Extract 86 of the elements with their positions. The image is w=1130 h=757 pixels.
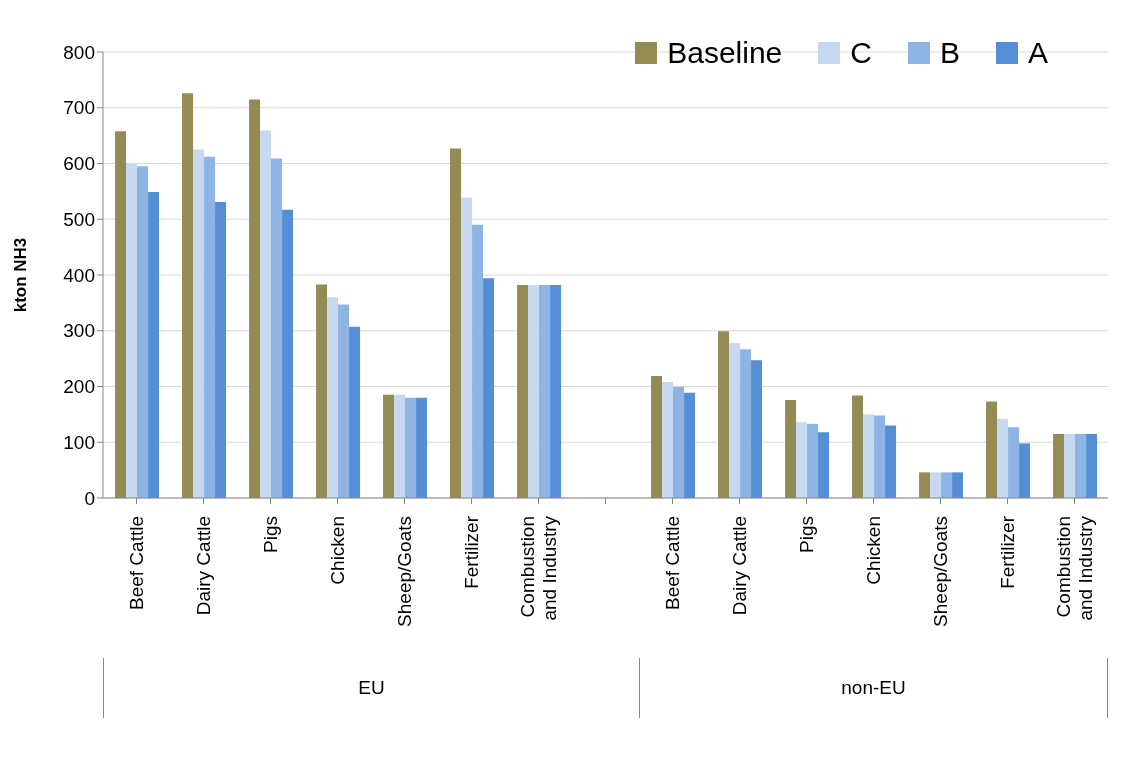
bar (126, 163, 138, 498)
bar (450, 148, 462, 498)
x-tick-label: Combustion and Industry (516, 515, 560, 621)
bar (785, 399, 797, 498)
x-tick-label: Fertilizer (460, 515, 482, 589)
x-tick-label: Beef Cattle (661, 516, 683, 610)
bar (1053, 433, 1065, 498)
bar (215, 201, 227, 498)
bar (349, 326, 361, 498)
bar (193, 149, 205, 498)
bar (662, 382, 674, 498)
bar (885, 425, 897, 498)
x-tick-label: Combustion and Industry (1052, 515, 1096, 621)
x-tick-label: Pigs (795, 516, 817, 553)
x-tick-label: Beef Cattle (125, 516, 147, 610)
bar (517, 285, 529, 498)
bar (282, 209, 294, 498)
y-tick-label: 500 (63, 208, 95, 230)
bar (405, 397, 417, 498)
y-tick-label: 600 (63, 153, 95, 175)
bar (1019, 443, 1031, 498)
bar (986, 401, 998, 498)
bar (651, 375, 663, 498)
bar (550, 285, 562, 498)
bar (1008, 427, 1020, 498)
bar (807, 423, 819, 498)
y-tick-label: 0 (84, 487, 95, 509)
legend-label: A (1027, 36, 1048, 70)
bar (852, 395, 864, 498)
y-tick-label: 200 (63, 376, 95, 398)
bar (718, 331, 730, 498)
bar (115, 131, 127, 498)
bar (673, 387, 685, 498)
bar (684, 392, 696, 498)
y-tick-label: 400 (63, 264, 95, 286)
bar (461, 197, 473, 498)
legend-label: Baseline (667, 36, 783, 70)
bar (394, 394, 406, 498)
x-tick-label: Dairy Cattle (192, 516, 214, 616)
bar (204, 156, 216, 498)
bar (751, 360, 763, 498)
bar (137, 166, 149, 498)
x-tick-label: Sheep/Goats (393, 516, 415, 627)
x-tick-label: Dairy Cattle (728, 516, 750, 616)
bar (539, 285, 551, 498)
y-tick-label: 300 (63, 320, 95, 342)
x-tick-label: Chicken (326, 516, 348, 585)
bar (796, 422, 808, 498)
bar (930, 472, 942, 498)
bar (260, 130, 272, 498)
x-tick-label: Sheep/Goats (929, 516, 951, 627)
bar (729, 343, 741, 498)
x-tick-label: Pigs (259, 516, 281, 553)
x-tick-label: Fertilizer (996, 515, 1018, 589)
bar (941, 472, 953, 498)
bar (148, 191, 160, 498)
bar (182, 93, 194, 498)
y-axis-title: kton NH3 (11, 237, 31, 313)
bar (383, 394, 395, 498)
text: non-EU (639, 658, 1108, 718)
bar (818, 432, 830, 498)
bar (528, 285, 540, 498)
legend-label: B (939, 36, 960, 70)
legend-label: C (850, 36, 872, 70)
bar (1075, 433, 1087, 498)
bar (952, 472, 964, 498)
bar (874, 415, 886, 498)
x-tick-label: Chicken (862, 516, 884, 585)
bar (416, 397, 428, 498)
y-tick-label: 800 (63, 41, 95, 63)
bar (1064, 433, 1076, 498)
bar (997, 418, 1009, 498)
bar (1086, 433, 1098, 498)
y-tick-label: 700 (63, 97, 95, 119)
bar (863, 414, 875, 498)
bar (327, 297, 339, 498)
bar (338, 304, 350, 498)
bar (271, 158, 283, 498)
bar (472, 224, 484, 498)
bar (249, 99, 261, 498)
y-tick-label: 100 (63, 431, 95, 453)
bar (316, 284, 328, 498)
text: EU (103, 658, 639, 718)
bar (740, 349, 752, 498)
bar (919, 472, 931, 498)
bar (483, 278, 495, 498)
